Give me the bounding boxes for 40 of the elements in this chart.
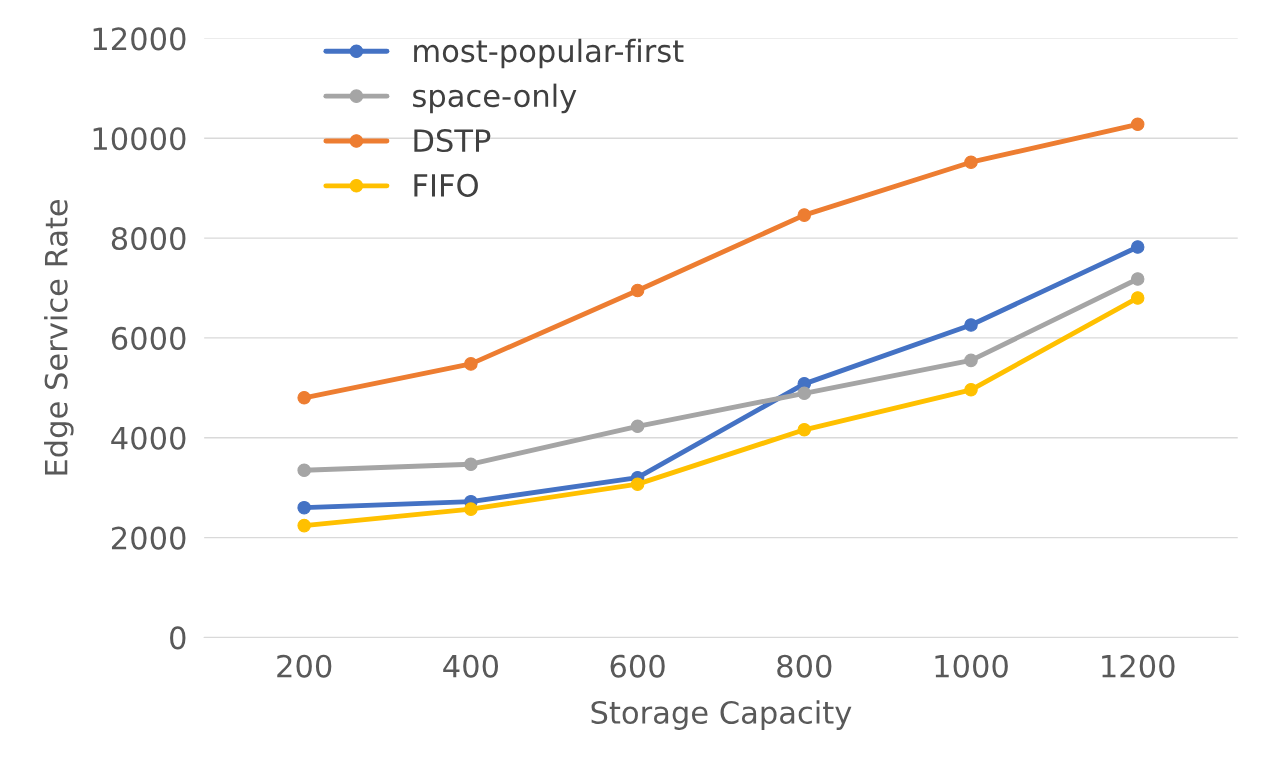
y-tick-label: 12000 [93,27,186,51]
y-tick-label: 10000 [93,127,186,151]
point [797,423,812,437]
x-tick-label: 1000 [935,654,1008,678]
point [297,518,311,533]
point [964,318,978,332]
point [797,386,812,401]
x-tick-label: 200 [277,654,332,678]
point [1130,272,1145,286]
y-axis-title: Edge Service Rate [44,199,74,475]
point [464,457,478,471]
point [797,208,812,222]
point [297,391,311,405]
point [964,353,978,368]
legend-label: space-only [413,83,577,114]
y-tick-label: 4000 [111,426,186,450]
point [630,477,645,491]
point [964,383,978,397]
legend-label: DSTP [414,129,491,153]
point [297,463,311,477]
point [464,502,478,516]
x-tick-label: 600 [610,654,665,678]
x-tick-label: 400 [443,654,499,678]
point [964,155,978,169]
y-tick-label: 6000 [111,326,186,350]
x-tick-label: 1200 [1102,654,1175,678]
y-tick-label: 2000 [111,526,186,550]
point [630,283,645,298]
point [1130,240,1145,254]
y-tick-label: 0 [170,626,186,650]
x-axis-title: Storage Capacity [591,700,852,730]
legend-label: most-popular-first [414,38,684,69]
x-tick-label: 800 [777,654,832,678]
point [1130,117,1145,132]
y-tick-label: 8000 [111,227,186,251]
point [1130,291,1145,305]
legend-label: FIFO [414,173,478,197]
point [297,500,311,515]
point [630,419,645,434]
point [464,357,478,371]
